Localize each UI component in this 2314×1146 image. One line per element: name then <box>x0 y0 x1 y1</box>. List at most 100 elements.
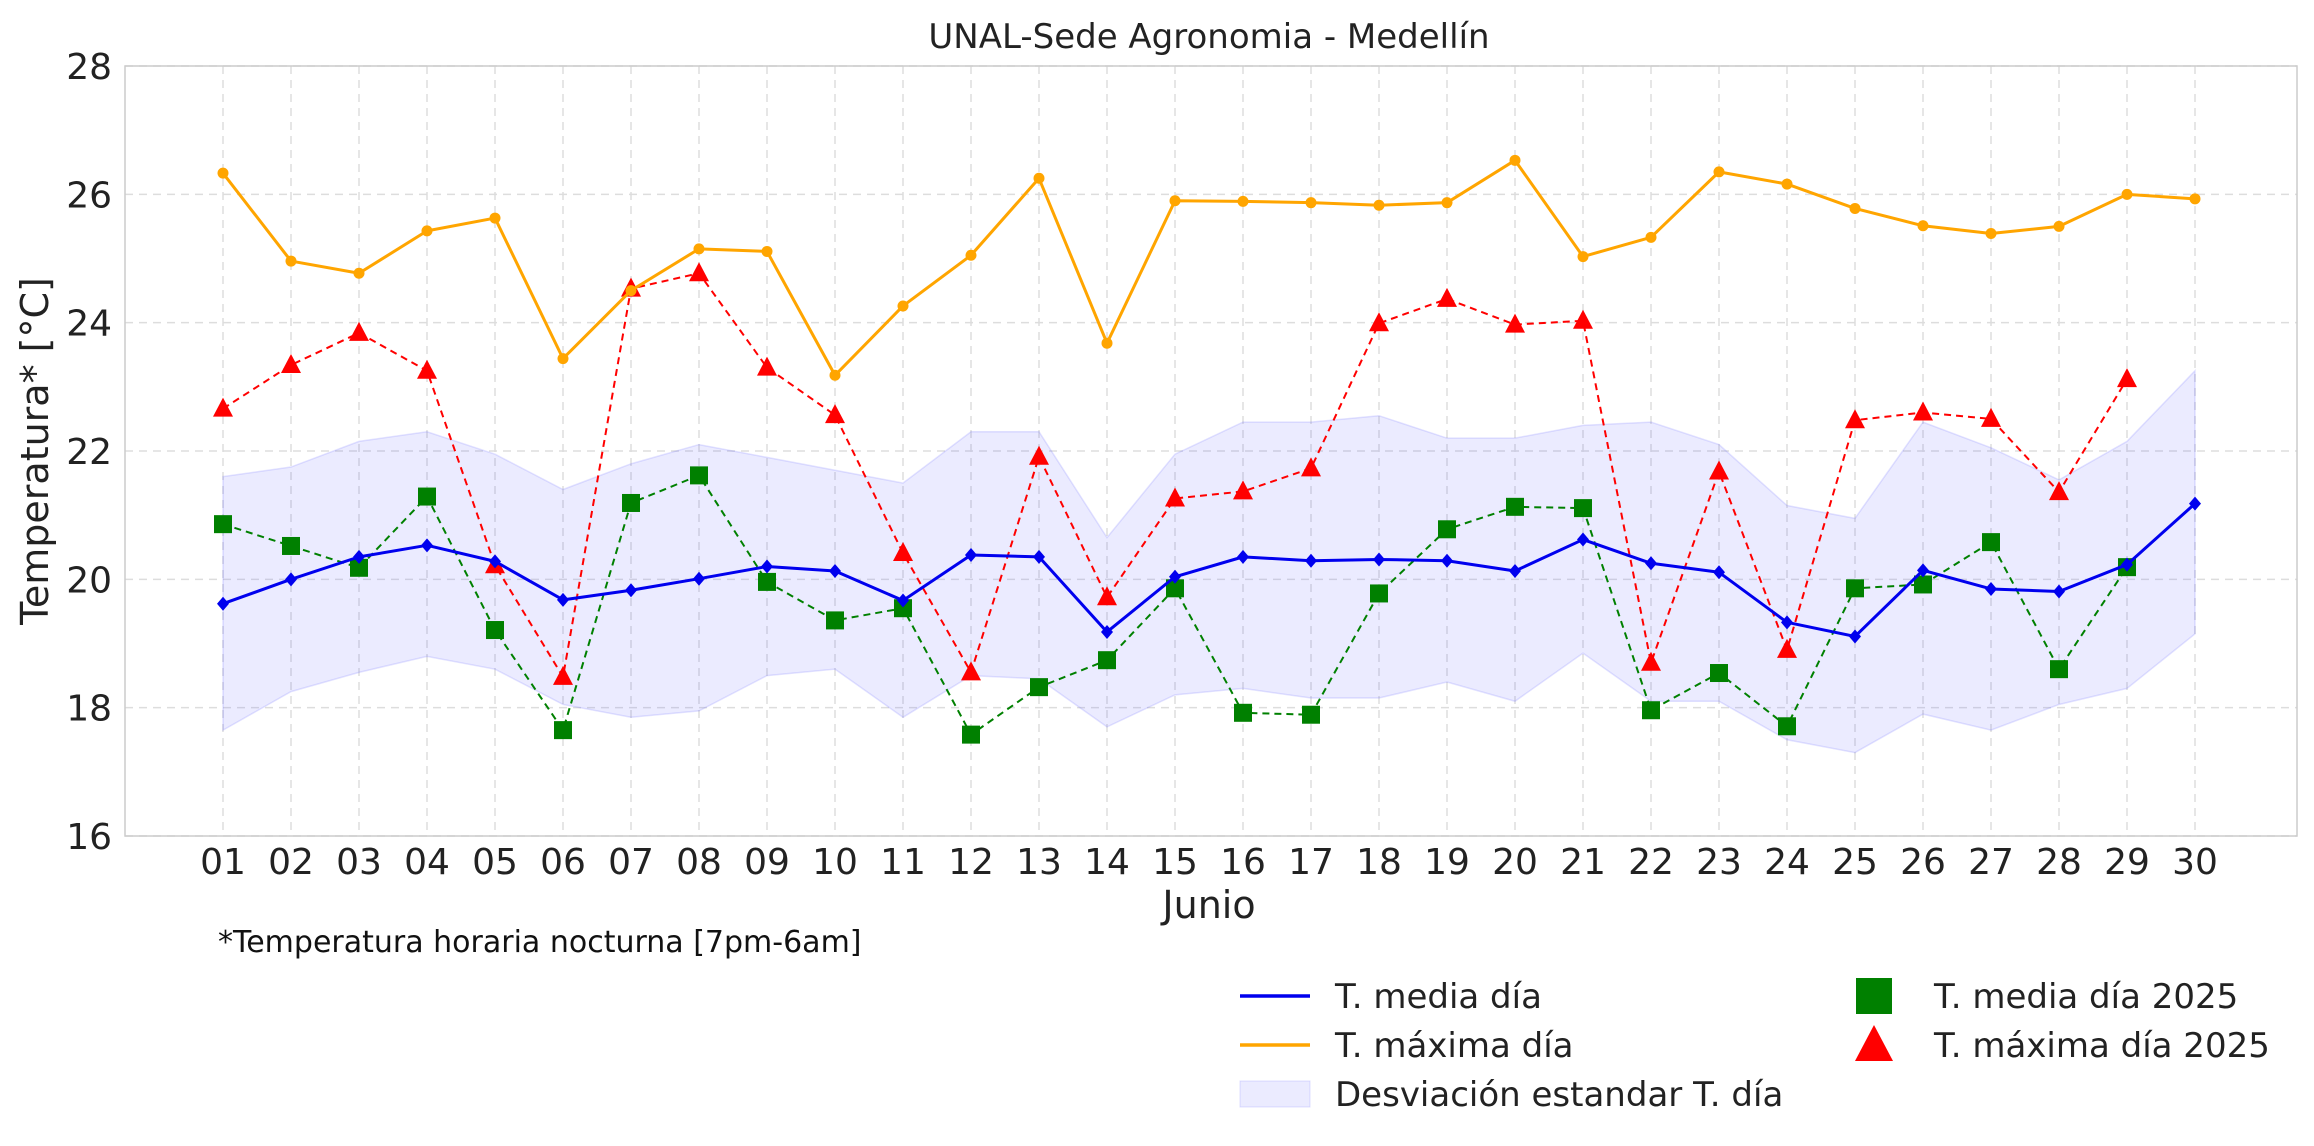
y-tick-label: 18 <box>66 689 112 730</box>
data-point <box>217 167 229 179</box>
data-point <box>1509 154 1521 166</box>
legend-swatch <box>1239 1080 1311 1108</box>
x-tick-label: 24 <box>1764 842 1810 883</box>
data-point <box>1849 202 1861 214</box>
data-point <box>1981 407 2001 427</box>
data-point <box>1577 251 1589 263</box>
data-point <box>1033 172 1045 184</box>
data-point <box>1101 337 1113 349</box>
data-point <box>1441 197 1453 209</box>
data-point <box>353 267 365 279</box>
legend-item: T. media día <box>1240 977 1542 1017</box>
series-line <box>222 502 2197 638</box>
legend: T. media día T. máxima día Desviación esta… <box>1239 977 2270 1115</box>
y-tick-label: 20 <box>66 560 112 601</box>
legend-label: Desviación estandar T. día <box>1335 1075 1783 1115</box>
series-1 <box>217 154 2201 381</box>
x-tick-label: 18 <box>1356 842 1402 883</box>
y-tick-label: 16 <box>66 817 112 858</box>
x-tick-label: 03 <box>336 842 382 883</box>
data-point <box>826 611 844 630</box>
data-point <box>489 212 501 224</box>
std-dev-band-layer <box>222 368 2196 754</box>
data-point <box>1642 701 1660 720</box>
x-tick-label: 15 <box>1152 842 1198 883</box>
x-tick-label: 05 <box>472 842 518 883</box>
data-point <box>1370 584 1388 603</box>
x-tick-label: 04 <box>404 842 450 883</box>
data-point <box>421 538 433 553</box>
data-point <box>2053 220 2065 232</box>
footnote: *Temperatura horaria nocturna [7pm-6am] <box>218 925 862 960</box>
grid-lines <box>125 65 2297 837</box>
data-point <box>1917 220 1929 232</box>
data-point <box>282 536 300 555</box>
x-tick-label: 26 <box>1900 842 1946 883</box>
data-point <box>761 245 773 257</box>
data-point <box>829 563 841 578</box>
legend-item: T. media día 2025 <box>1856 977 2238 1017</box>
data-point <box>1369 312 1389 332</box>
x-tick-label: 12 <box>948 842 994 883</box>
x-tick-label: 17 <box>1288 842 1334 883</box>
x-tick-label: 07 <box>608 842 654 883</box>
data-point <box>1237 195 1249 207</box>
data-point <box>2189 496 2201 511</box>
x-tick-label: 02 <box>268 842 314 883</box>
data-point <box>893 542 913 562</box>
data-point <box>1573 309 1593 329</box>
data-point <box>418 487 436 506</box>
data-point <box>625 285 637 297</box>
data-point <box>761 559 773 574</box>
legend-label: T. media día <box>1334 977 1542 1017</box>
data-point <box>1166 579 1184 598</box>
data-point <box>1713 166 1725 178</box>
data-point <box>1506 497 1524 516</box>
legend-item: T. máxima día 2025 <box>1855 1025 2270 1066</box>
series-layer <box>213 154 2201 744</box>
data-point <box>1373 552 1385 567</box>
data-point <box>1373 199 1385 211</box>
data-point <box>489 554 501 569</box>
x-axis-title: Junio <box>1160 883 1255 927</box>
data-point <box>825 404 845 424</box>
x-tick-label: 20 <box>1492 842 1538 883</box>
data-point <box>1030 678 1048 697</box>
data-point <box>1098 651 1116 670</box>
y-tick-label: 24 <box>66 304 112 345</box>
data-point <box>1233 480 1253 500</box>
series-line <box>222 272 2128 678</box>
data-point <box>622 493 640 512</box>
data-point <box>1713 565 1725 580</box>
data-point <box>1305 553 1317 568</box>
data-point <box>1437 287 1457 307</box>
data-point <box>2117 368 2137 388</box>
data-point <box>2189 193 2201 205</box>
x-tick-label: 30 <box>2172 842 2218 883</box>
x-tick-label: 06 <box>540 842 586 883</box>
data-point <box>281 354 301 374</box>
legend-label: T. media día 2025 <box>1933 977 2238 1017</box>
x-tick-label: 11 <box>880 842 926 883</box>
data-point <box>1645 231 1657 243</box>
data-point <box>1709 460 1729 480</box>
y-tick-label: 28 <box>66 47 112 88</box>
data-point <box>1101 624 1113 639</box>
data-point <box>2049 481 2069 501</box>
x-tick-label: 21 <box>1560 842 1606 883</box>
data-point <box>1169 569 1181 584</box>
std-dev-band <box>222 368 2196 754</box>
data-point <box>1913 401 1933 421</box>
data-point <box>285 572 297 587</box>
data-point <box>1778 717 1796 736</box>
x-tick-label: 10 <box>812 842 858 883</box>
data-point <box>1301 457 1321 477</box>
data-point <box>1302 705 1320 724</box>
data-point <box>1237 549 1249 564</box>
legend-swatch <box>1856 978 1892 1014</box>
data-point <box>1509 563 1521 578</box>
data-point <box>213 397 233 417</box>
data-point <box>349 321 369 341</box>
x-tick-label: 08 <box>676 842 722 883</box>
data-point <box>1641 651 1661 671</box>
